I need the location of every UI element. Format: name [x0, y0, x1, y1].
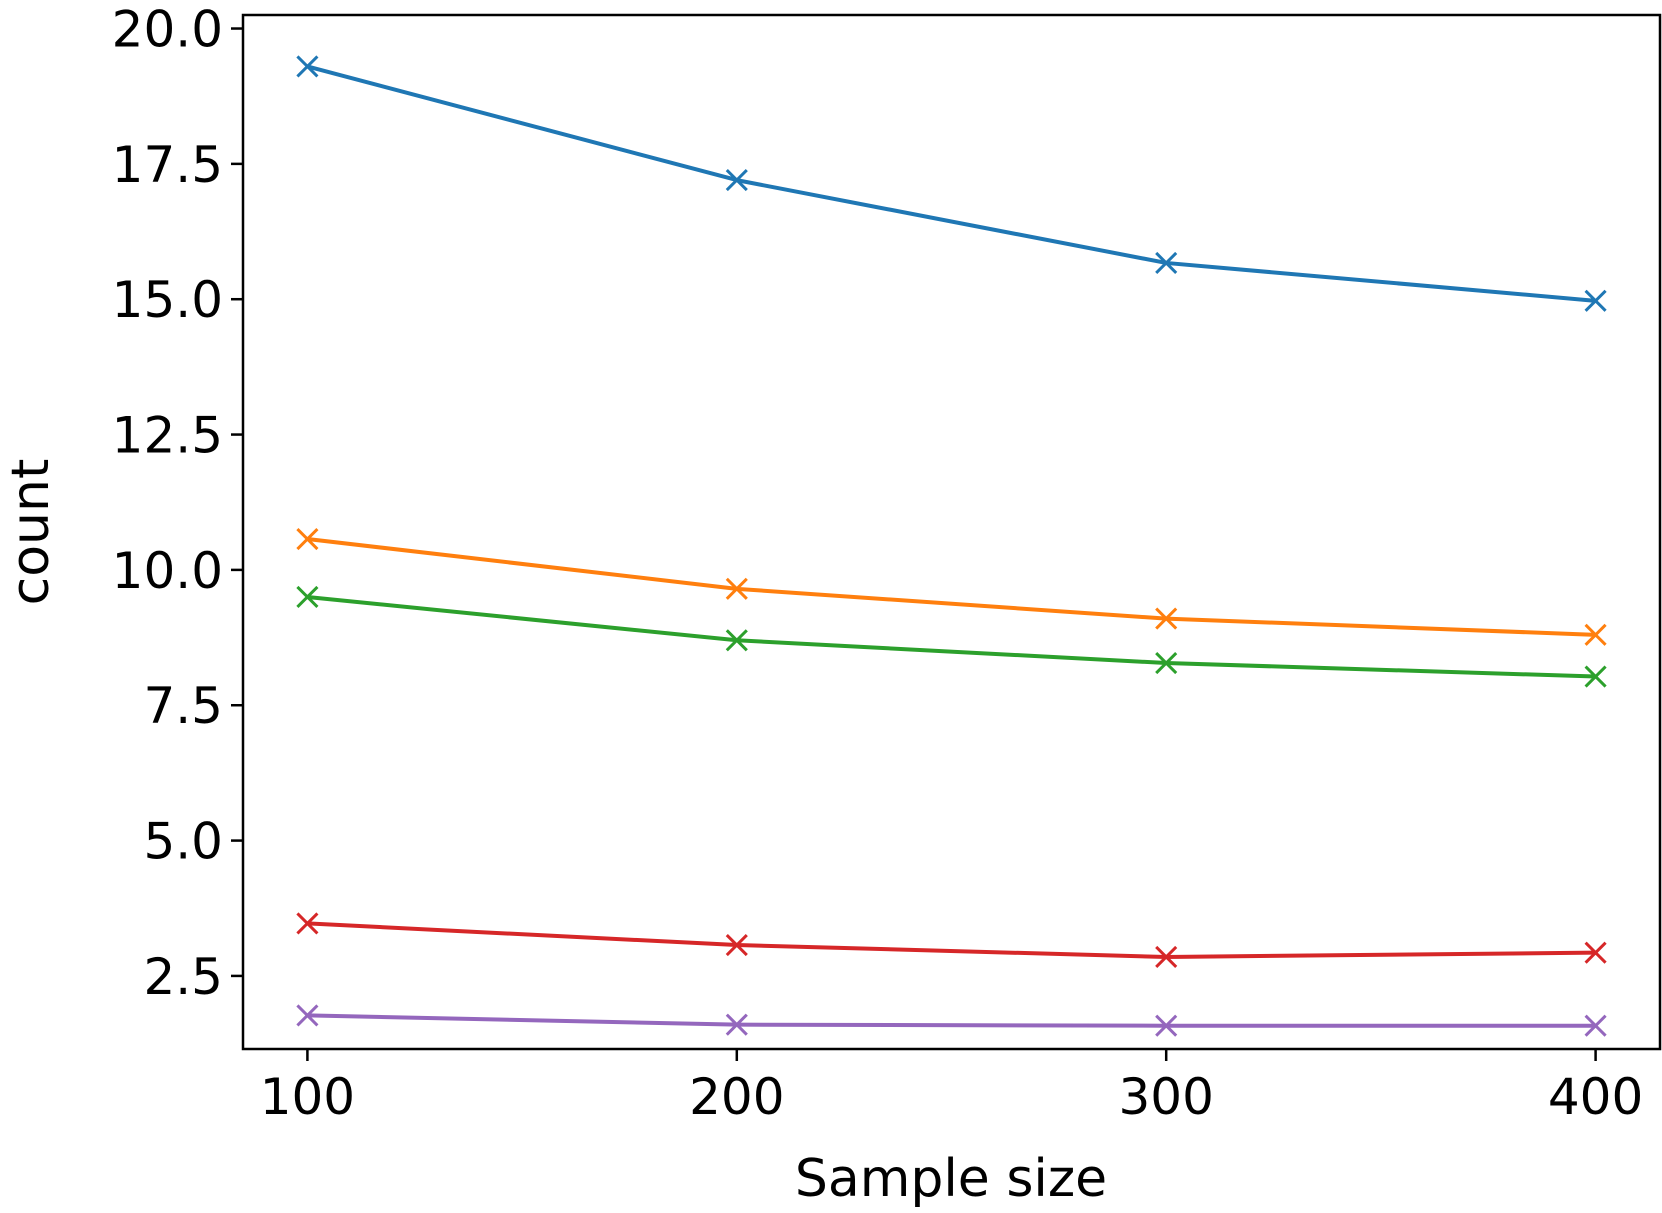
y-axis: 2.5 5.0 7.5 10.0 12.5 15.0 17.5 20.0	[112, 1, 243, 1006]
series-line	[307, 921, 1596, 959]
series-1	[296, 55, 1607, 312]
x-tick-label: 200	[689, 1068, 784, 1126]
data-point-marker	[296, 912, 319, 935]
x-tick-label: 400	[1548, 1068, 1643, 1126]
data-point-marker	[1584, 623, 1607, 646]
series-line	[307, 537, 1596, 637]
data-point-marker	[725, 577, 748, 600]
y-tick-label: 5.0	[143, 813, 223, 871]
x-tick-label: 100	[260, 1068, 355, 1126]
data-point-marker	[1584, 665, 1607, 688]
data-point-marker	[1584, 941, 1607, 964]
y-tick-label: 12.5	[112, 407, 223, 465]
data-point-marker	[725, 169, 748, 192]
x-tick-label: 300	[1118, 1068, 1213, 1126]
data-point-marker	[1584, 1014, 1607, 1037]
data-point-marker	[296, 55, 319, 78]
y-tick-label: 17.5	[112, 136, 223, 194]
data-point-marker	[725, 629, 748, 652]
plot-area	[296, 55, 1607, 1037]
data-point-marker	[1155, 945, 1178, 969]
data-point-marker	[1155, 607, 1178, 630]
y-tick-label: 10.0	[112, 542, 223, 600]
series-2	[296, 527, 1607, 646]
data-point-marker	[725, 933, 748, 957]
series-5	[296, 1004, 1607, 1037]
series-line	[307, 594, 1596, 679]
x-axis-title: Sample size	[795, 1149, 1107, 1209]
data-point-marker	[296, 527, 319, 551]
y-tick-label: 7.5	[143, 677, 223, 735]
axes-frame	[241, 13, 1662, 1051]
data-point-marker	[1155, 651, 1178, 675]
x-axis: 100 200 300 400	[260, 1049, 1643, 1126]
y-axis-title: count	[1, 459, 61, 606]
data-point-marker	[1584, 289, 1607, 312]
series-3	[296, 585, 1607, 688]
data-point-marker	[1155, 251, 1178, 275]
data-point-marker	[725, 1013, 748, 1036]
data-point-marker	[1155, 1014, 1178, 1037]
data-point-marker	[296, 585, 319, 609]
series-4	[296, 912, 1607, 969]
y-tick-label: 2.5	[143, 948, 223, 1006]
series-line	[306, 64, 1596, 303]
y-tick-label: 20.0	[112, 1, 223, 59]
y-tick-label: 15.0	[112, 271, 223, 329]
series-line	[307, 1013, 1596, 1028]
data-point-marker	[296, 1004, 319, 1027]
